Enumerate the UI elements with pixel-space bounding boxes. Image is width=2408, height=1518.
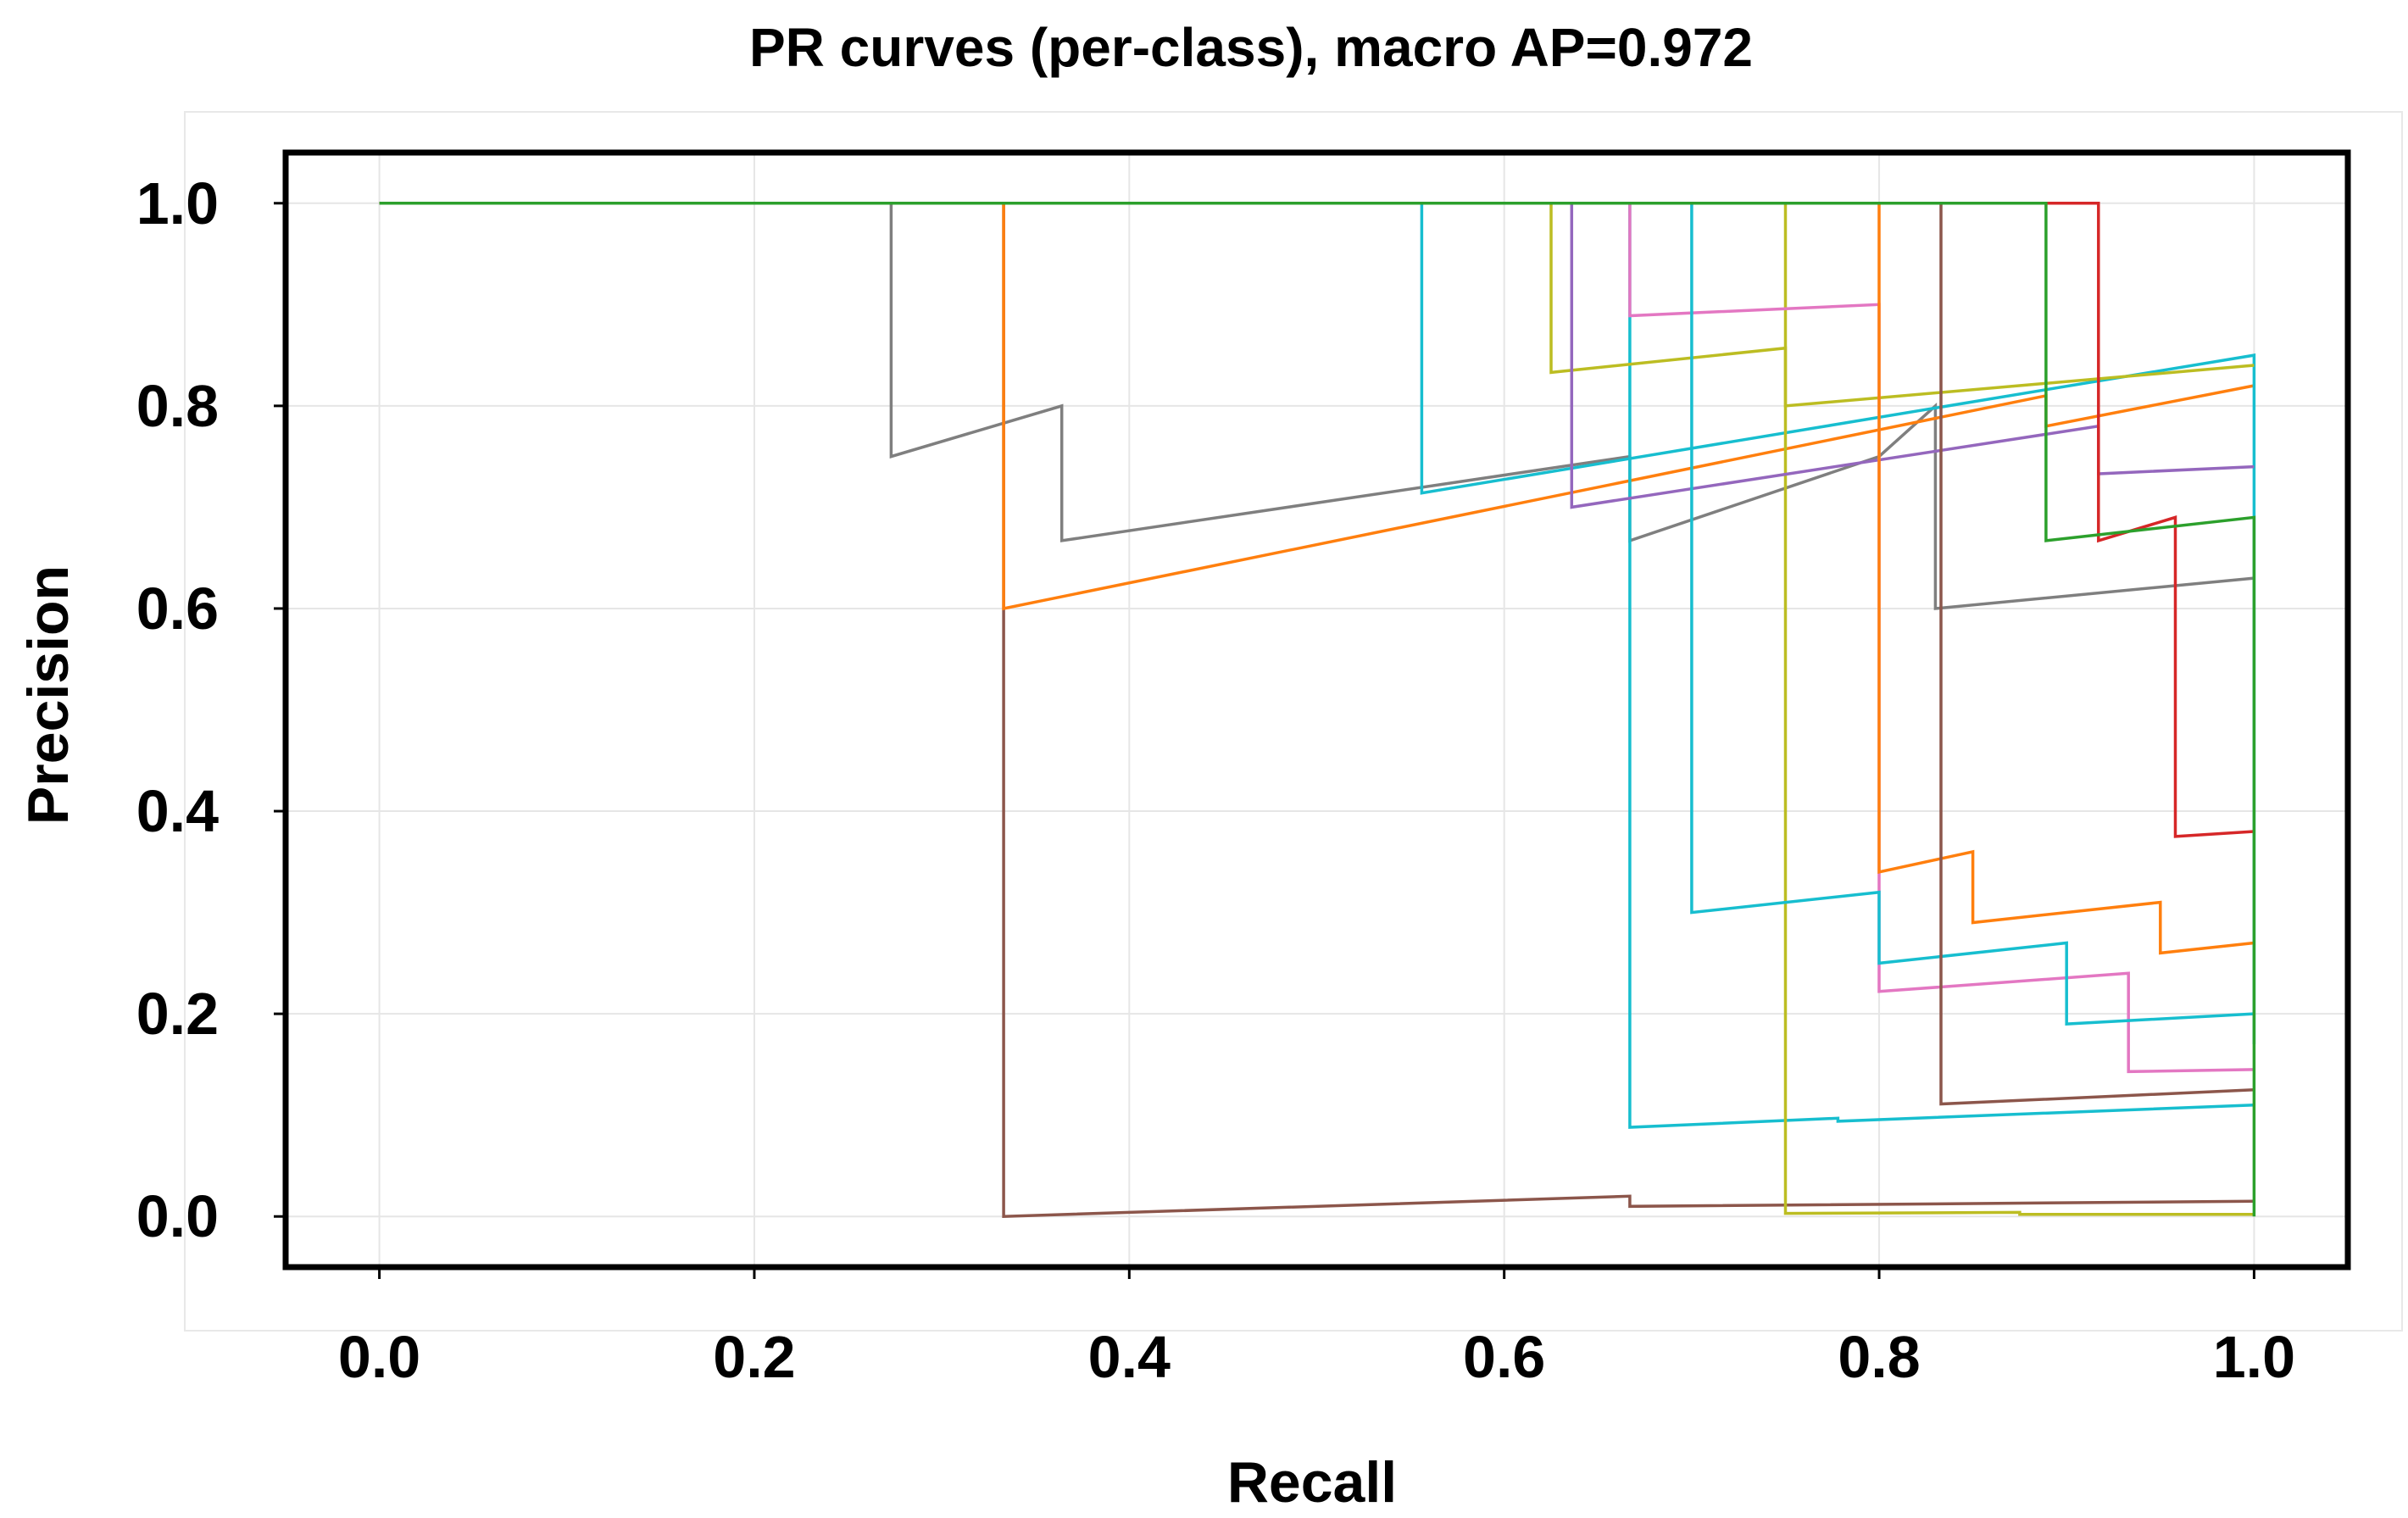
y-tick-label: 0.8: [136, 373, 219, 439]
y-tick-label: 0.4: [136, 778, 219, 844]
y-axis-label: Precision: [16, 565, 81, 825]
plot-frame: [282, 149, 2351, 1271]
x-tick-label: 0.6: [1463, 1324, 1545, 1390]
pr-curve-class-green-a: [379, 202, 2256, 1217]
tick-layer: 0.0 0.2 0.4 0.6 0.8 1.0 0.0 0.2 0.4 0.6 0.8 1.0: [136, 170, 2295, 1390]
x-axis-label: Recall: [1227, 1450, 1397, 1515]
outer-axes-box: [184, 111, 2403, 1332]
pr-curve-class-cyan-c: [379, 202, 2255, 1026]
chart-title: PR curves (per-class), macro AP=0.972: [749, 17, 1753, 78]
y-tick-label: 0.6: [136, 576, 219, 642]
x-tick-label: 0.8: [1838, 1324, 1920, 1390]
pr-curve-class-orange-b: [379, 202, 2255, 955]
y-tick-label: 1.0: [136, 170, 219, 236]
x-tick-label: 0.0: [338, 1324, 420, 1390]
y-tick-label: 0.0: [136, 1183, 219, 1249]
x-tick-label: 0.4: [1088, 1324, 1171, 1390]
curve-layer: [379, 202, 2256, 1219]
x-tick-label: 0.2: [713, 1324, 795, 1390]
y-tick-label: 0.2: [136, 981, 219, 1047]
x-tick-label: 1.0: [2213, 1324, 2295, 1390]
